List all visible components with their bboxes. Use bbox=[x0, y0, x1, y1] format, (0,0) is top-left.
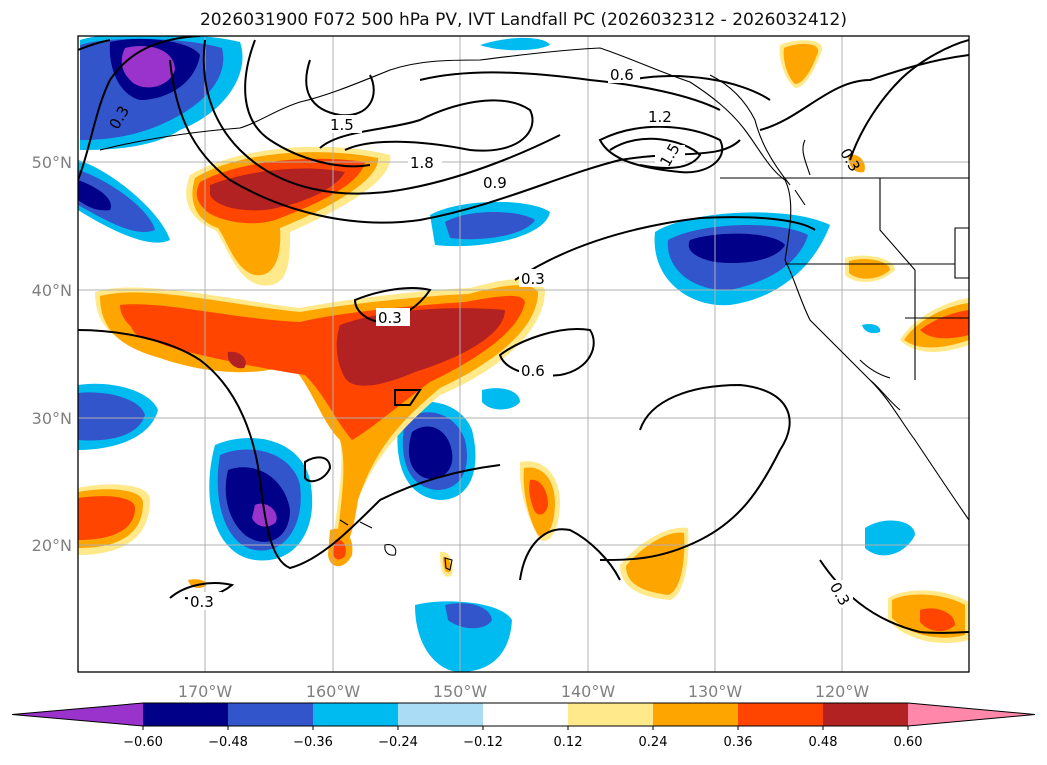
colorbar-tick-label: 0.24 bbox=[639, 735, 668, 750]
colorbar-tick-label: −0.60 bbox=[123, 735, 163, 750]
map-title: 2026031900 F072 500 hPa PV, IVT Landfall… bbox=[199, 10, 847, 30]
lon-label: 150°W bbox=[433, 682, 488, 701]
negative-anomaly-coast bbox=[654, 212, 830, 306]
colorbar-tick-label: −0.24 bbox=[378, 735, 418, 750]
positive-anomaly-north-pacific bbox=[186, 146, 391, 286]
lon-label: 160°W bbox=[306, 682, 361, 701]
contour-label: 1.8 bbox=[410, 154, 434, 172]
colorbar: −0.60 −0.48 −0.36 −0.24 −0.12 0.12 0.24 0.36 0.4… bbox=[11, 702, 1036, 750]
colorbar-segment bbox=[228, 703, 314, 726]
negative-anomaly-central bbox=[397, 401, 476, 500]
colorbar-tick-label: 0.12 bbox=[554, 735, 583, 750]
contour-label: 0.3 bbox=[378, 309, 402, 327]
colorbar-tick-label: 0.48 bbox=[809, 735, 838, 750]
negative-anomaly-central-w bbox=[209, 438, 313, 561]
colorbar-segment bbox=[483, 703, 569, 726]
colorbar-tick-label: −0.48 bbox=[208, 735, 248, 750]
colorbar-segment bbox=[738, 703, 824, 726]
colorbar-extend-low bbox=[12, 703, 143, 726]
contour-label: 1.5 bbox=[330, 116, 354, 134]
lon-label: 120°W bbox=[815, 682, 870, 701]
colorbar-segment bbox=[398, 703, 484, 726]
lon-label: 140°W bbox=[561, 682, 616, 701]
gridlines bbox=[78, 36, 969, 672]
colorbar-tick-label: −0.36 bbox=[293, 735, 333, 750]
shading-layer bbox=[78, 36, 969, 672]
lat-label: 20°N bbox=[32, 536, 72, 555]
map-frame bbox=[77, 35, 970, 673]
coastlines bbox=[99, 47, 969, 571]
colorbar-segment bbox=[568, 703, 654, 726]
lon-label: 130°W bbox=[688, 682, 743, 701]
lat-label: 30°N bbox=[32, 409, 72, 428]
colorbar-segment bbox=[143, 703, 229, 726]
negative-anomaly-nw bbox=[80, 36, 243, 150]
contour-label: 1.5 bbox=[656, 140, 684, 170]
contour-label: 0.6 bbox=[610, 66, 634, 84]
colorbar-tick-label: −0.12 bbox=[463, 735, 503, 750]
latitude-labels: 50°N 40°N 30°N 20°N bbox=[32, 153, 72, 555]
colorbar-tick-label: 0.60 bbox=[894, 735, 923, 750]
contour-label: 0.3 bbox=[190, 593, 214, 611]
lat-label: 40°N bbox=[32, 281, 72, 300]
contour-label: 0.3 bbox=[521, 270, 545, 288]
longitude-labels: 170°W 160°W 150°W 140°W 130°W 120°W bbox=[178, 682, 870, 701]
colorbar-extend-high bbox=[908, 703, 1035, 726]
colorbar-segment bbox=[313, 703, 399, 726]
lat-label: 50°N bbox=[32, 153, 72, 172]
positive-anomaly-subtropical-band bbox=[95, 279, 545, 564]
contour-label: 1.2 bbox=[648, 108, 672, 126]
colorbar-segment bbox=[823, 703, 909, 726]
lon-label: 170°W bbox=[178, 682, 233, 701]
colorbar-tick-label: 0.36 bbox=[724, 735, 753, 750]
colorbar-segment bbox=[653, 703, 739, 726]
contour-label: 0.9 bbox=[483, 174, 507, 192]
contour-label: 0.6 bbox=[521, 362, 545, 380]
